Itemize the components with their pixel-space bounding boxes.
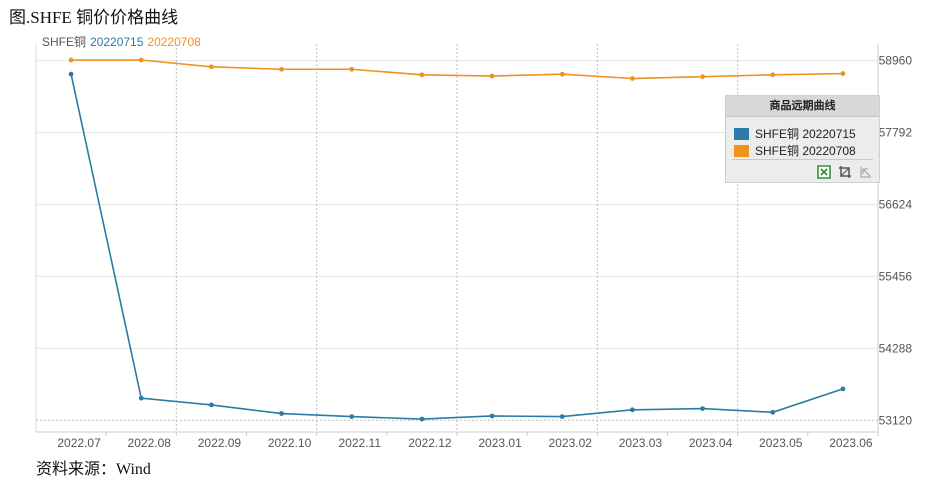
y-tick-label: 55456 bbox=[879, 269, 913, 283]
y-tick-label: 54288 bbox=[879, 341, 913, 355]
series-1-point bbox=[349, 414, 355, 420]
x-tick-label: 2023.01 bbox=[478, 436, 522, 450]
x-tick-label: 2023.02 bbox=[549, 436, 593, 450]
panel-legend-label-2: SHFE铜 20220708 bbox=[755, 144, 856, 158]
excel-export-icon[interactable] bbox=[817, 165, 831, 179]
collapse-icon[interactable] bbox=[859, 165, 873, 179]
x-tick-label: 2023.05 bbox=[759, 436, 803, 450]
x-tick-label: 2022.09 bbox=[198, 436, 242, 450]
x-tick-label: 2023.03 bbox=[619, 436, 663, 450]
series-1-point bbox=[630, 407, 635, 413]
top-legend: SHFE铜 20220715 20220708 bbox=[42, 33, 205, 50]
series-2-point bbox=[489, 73, 495, 79]
x-tick-label: 2023.06 bbox=[829, 436, 873, 450]
y-tick-label: 53120 bbox=[879, 413, 913, 427]
x-tick-label: 2023.04 bbox=[689, 436, 733, 450]
series-1-point bbox=[209, 402, 214, 408]
series-2-point bbox=[559, 71, 565, 77]
source-note: 资料来源：Wind bbox=[36, 461, 151, 478]
x-tick-label: 2022.11 bbox=[339, 436, 382, 450]
series-1-point bbox=[840, 386, 846, 392]
forward-curve-panel[interactable]: 商品远期曲线 SHFE铜 20220715 SHFE铜 20220708 bbox=[725, 95, 880, 183]
legend-prefix: SHFE铜 bbox=[42, 35, 87, 49]
series-1-point bbox=[489, 413, 495, 419]
series-2-point bbox=[349, 66, 355, 72]
series-1-point bbox=[279, 411, 284, 416]
series-2-point bbox=[770, 72, 776, 78]
crop-icon[interactable] bbox=[838, 165, 852, 179]
series-2-point bbox=[138, 57, 144, 63]
series-2-swatch bbox=[734, 145, 749, 157]
series-2-point bbox=[630, 76, 635, 81]
series-2-point bbox=[68, 57, 74, 63]
panel-divider bbox=[732, 159, 873, 160]
series-2-point bbox=[419, 72, 425, 78]
x-tick-label: 2022.08 bbox=[128, 436, 172, 450]
series-2-point bbox=[279, 66, 284, 72]
series-2-point bbox=[700, 74, 705, 80]
series-1-point bbox=[559, 414, 565, 420]
x-tick-label: 2022.10 bbox=[268, 436, 312, 450]
legend-series-1[interactable]: 20220715 bbox=[90, 35, 144, 49]
panel-legend-item-2[interactable]: SHFE铜 20220708 bbox=[734, 142, 856, 159]
series-1-swatch bbox=[734, 128, 749, 140]
series-1-point bbox=[138, 395, 144, 401]
figure-title: 图.SHFE 铜价价格曲线 bbox=[9, 8, 179, 27]
panel-legend-label-1: SHFE铜 20220715 bbox=[755, 127, 856, 141]
series-1-point bbox=[419, 416, 425, 422]
series-line-2 bbox=[71, 59, 843, 80]
y-tick-label: 58960 bbox=[879, 54, 913, 68]
series-line-1 bbox=[70, 74, 844, 420]
y-tick-label: 56624 bbox=[879, 197, 913, 211]
y-tick-label: 57792 bbox=[879, 126, 913, 140]
panel-toolbar bbox=[817, 165, 873, 179]
x-tick-label: 2022.07 bbox=[57, 436, 101, 450]
series-2-point bbox=[209, 64, 214, 70]
panel-title: 商品远期曲线 bbox=[726, 96, 879, 117]
legend-series-2[interactable]: 20220708 bbox=[147, 35, 201, 49]
series-1-point bbox=[770, 409, 776, 415]
x-tick-label: 2022.12 bbox=[408, 436, 452, 450]
series-1-point bbox=[68, 71, 74, 77]
panel-legend-item-1[interactable]: SHFE铜 20220715 bbox=[734, 125, 856, 142]
series-2-point bbox=[840, 71, 846, 76]
series-1-point bbox=[700, 406, 705, 411]
